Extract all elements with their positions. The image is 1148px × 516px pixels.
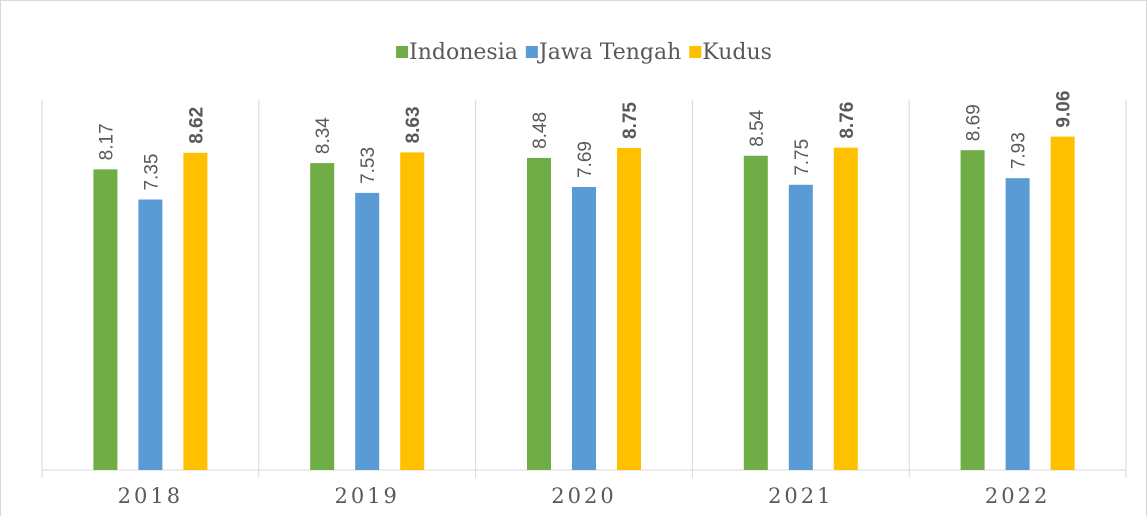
- bar: [572, 187, 596, 470]
- bar: [93, 169, 118, 470]
- bar: [617, 148, 641, 470]
- bar: [183, 152, 208, 470]
- value-label: 7.53: [358, 147, 379, 184]
- value-label: 8.17: [96, 123, 117, 160]
- legend-swatch: [396, 46, 409, 58]
- value-label: 7.35: [141, 154, 162, 191]
- value-label: 8.34: [313, 117, 334, 154]
- x-tick-label: 2021: [768, 484, 833, 508]
- bar: [310, 163, 335, 470]
- legend-swatch: [689, 46, 702, 58]
- bar: [788, 184, 813, 471]
- bar: [833, 147, 858, 470]
- legend-label: Kudus: [702, 40, 772, 65]
- legend-label: Jawa Tengah: [537, 40, 681, 65]
- value-label: 8.63: [403, 106, 424, 143]
- value-label: 8.48: [530, 112, 551, 149]
- bar: [743, 155, 768, 470]
- legend-swatch: [525, 46, 538, 58]
- value-label: 8.69: [964, 104, 985, 141]
- value-label: 7.93: [1009, 132, 1030, 169]
- bar: [527, 157, 551, 470]
- value-label: 7.69: [575, 141, 596, 178]
- bar: [960, 150, 985, 470]
- bar: [138, 199, 163, 470]
- legend: Indonesia Jawa Tengah Kudus: [396, 40, 772, 65]
- bar: [1050, 136, 1075, 471]
- x-tick-label: 2020: [551, 484, 616, 508]
- value-label: 8.62: [186, 107, 207, 144]
- value-label: 8.76: [837, 102, 858, 139]
- value-label: 8.54: [747, 109, 768, 146]
- bar: [400, 152, 425, 470]
- bar: [355, 192, 380, 470]
- legend-label: Indonesia: [409, 40, 518, 65]
- bar: [1005, 178, 1030, 470]
- value-label: 9.06: [1054, 91, 1075, 128]
- value-label: 7.75: [792, 139, 813, 176]
- x-tick-label: 2018: [118, 484, 183, 508]
- x-tick-label: 2022: [985, 484, 1050, 508]
- x-tick-label: 2019: [334, 484, 399, 508]
- value-label: 8.75: [620, 102, 641, 139]
